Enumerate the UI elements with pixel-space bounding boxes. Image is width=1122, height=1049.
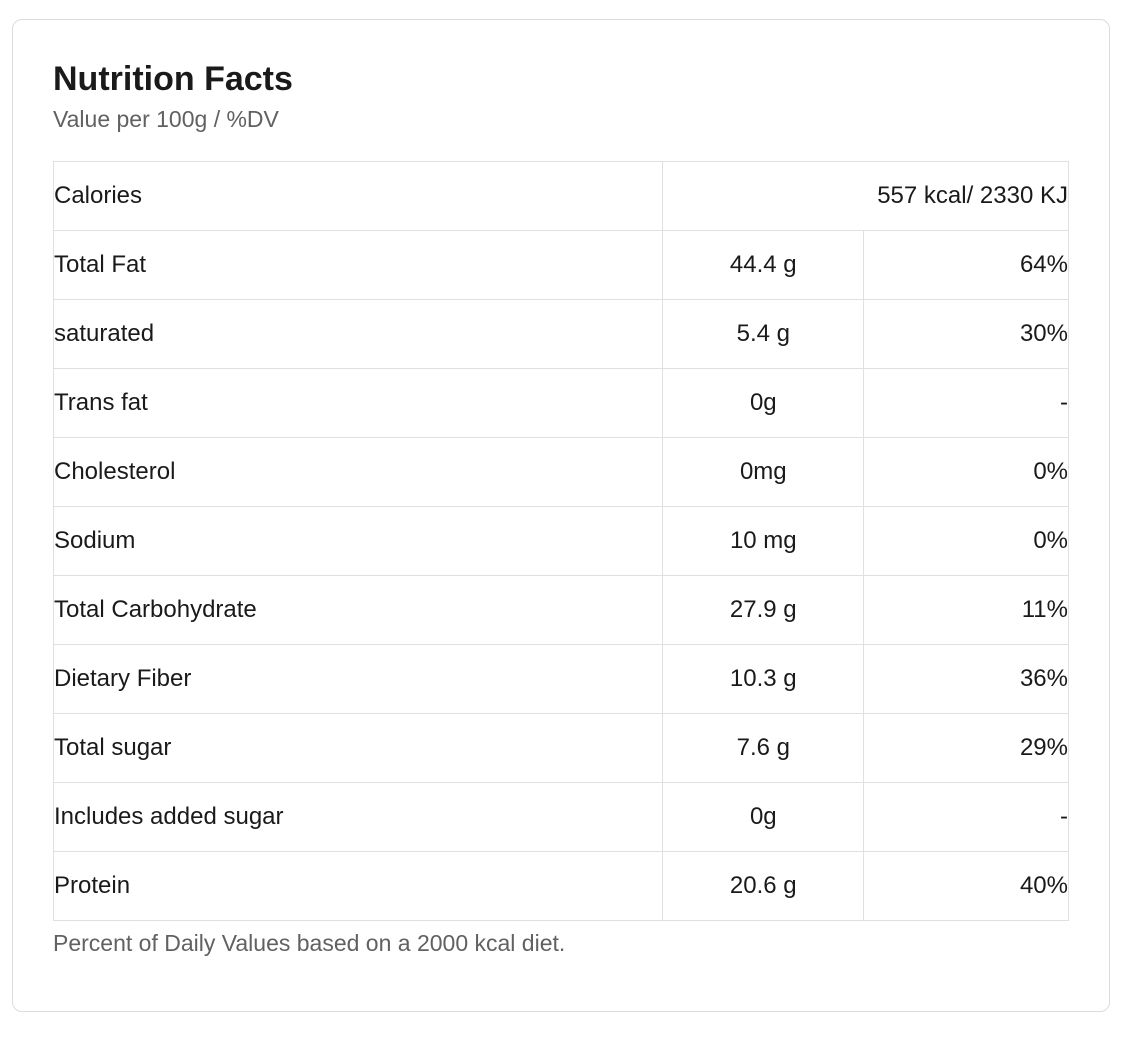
nutrient-dv: 0% <box>863 506 1069 576</box>
nutrient-label-calories: Calories <box>52 161 664 231</box>
nutrient-amount: 0g <box>662 782 865 852</box>
nutrient-label: Total Carbohydrate <box>52 575 664 645</box>
nutrient-amount: 0g <box>662 368 865 438</box>
nutrient-amount: 44.4 g <box>662 230 865 300</box>
nutrient-dv: - <box>863 782 1069 852</box>
nutrient-label: Cholesterol <box>52 437 664 507</box>
nutrient-dv: 36% <box>863 644 1069 714</box>
nutrient-amount: 0mg <box>662 437 865 507</box>
nutrient-dv: 0% <box>863 437 1069 507</box>
nutrient-label: saturated <box>52 299 664 369</box>
nutrient-row: saturated 5.4 g 30% <box>52 299 1069 369</box>
nutrient-row: Dietary Fiber 10.3 g 36% <box>52 644 1069 714</box>
nutrition-facts-card: Nutrition Facts Value per 100g / %DV Cal… <box>12 19 1110 1012</box>
nutrient-amount: 27.9 g <box>662 575 865 645</box>
nutrient-amount: 5.4 g <box>662 299 865 369</box>
nutrition-table: Calories 557 kcal/ 2330 KJ Total Fat 44.… <box>52 161 1069 921</box>
nutrient-amount: 10 mg <box>662 506 865 576</box>
nutrient-label: Includes added sugar <box>52 782 664 852</box>
nutrient-dv: 64% <box>863 230 1069 300</box>
nutrient-dv: 40% <box>863 851 1069 921</box>
nutrient-row: Cholesterol 0mg 0% <box>52 437 1069 507</box>
nutrient-row: Protein 20.6 g 40% <box>52 851 1069 921</box>
nutrient-dv: - <box>863 368 1069 438</box>
nutrient-label: Sodium <box>52 506 664 576</box>
nutrient-row: Total sugar 7.6 g 29% <box>52 713 1069 783</box>
nutrient-row: Includes added sugar 0g - <box>52 782 1069 852</box>
nutrient-label: Total sugar <box>52 713 664 783</box>
nutrient-row: Total Fat 44.4 g 64% <box>52 230 1069 300</box>
page-subtitle: Value per 100g / %DV <box>53 106 279 132</box>
nutrient-dv: 30% <box>863 299 1069 369</box>
nutrient-label: Protein <box>52 851 664 921</box>
nutrient-label: Trans fat <box>52 368 664 438</box>
nutrient-row: Trans fat 0g - <box>52 368 1069 438</box>
nutrient-label: Dietary Fiber <box>52 644 664 714</box>
page-title: Nutrition Facts <box>53 60 293 98</box>
nutrition-table-body: Calories 557 kcal/ 2330 KJ Total Fat 44.… <box>52 161 1069 921</box>
calories-value: 557 kcal/ 2330 KJ <box>662 161 1069 231</box>
nutrient-amount: 10.3 g <box>662 644 865 714</box>
nutrient-amount: 7.6 g <box>662 713 865 783</box>
nutrient-row: Total Carbohydrate 27.9 g 11% <box>52 575 1069 645</box>
nutrient-amount: 20.6 g <box>662 851 865 921</box>
daily-values-footnote: Percent of Daily Values based on a 2000 … <box>53 930 566 956</box>
calories-row: Calories 557 kcal/ 2330 KJ <box>52 161 1069 231</box>
nutrient-row: Sodium 10 mg 0% <box>52 506 1069 576</box>
nutrient-label: Total Fat <box>52 230 664 300</box>
nutrient-dv: 29% <box>863 713 1069 783</box>
nutrient-dv: 11% <box>863 575 1069 645</box>
